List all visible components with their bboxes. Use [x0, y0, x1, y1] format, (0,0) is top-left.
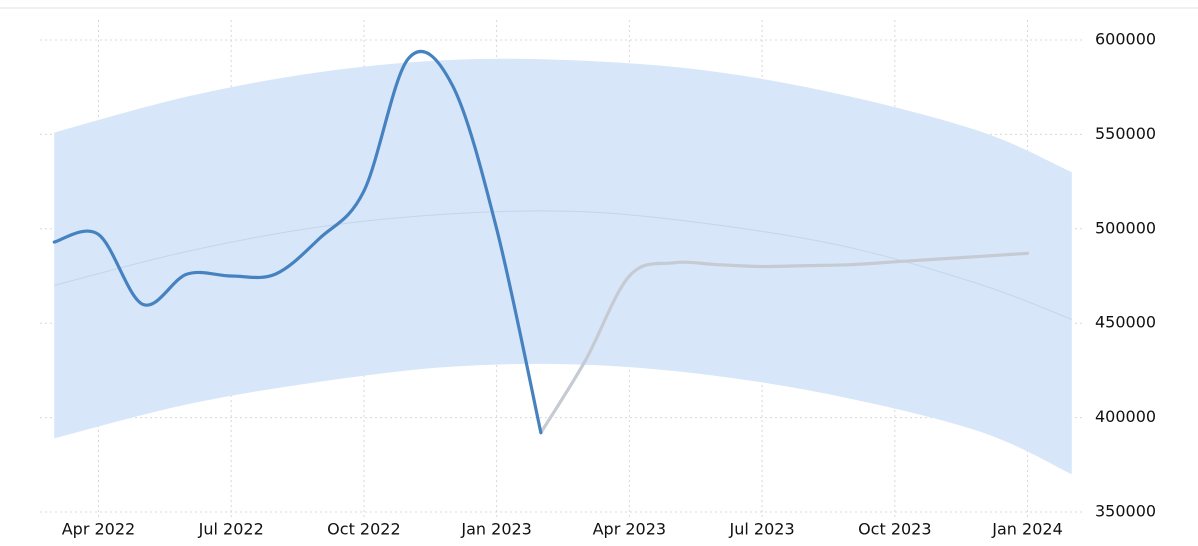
- series-line: [52, 50, 543, 435]
- y-tick-label: 350000: [1095, 502, 1156, 521]
- y-tick-label: 500000: [1095, 218, 1156, 237]
- x-tick-label: Apr 2023: [593, 520, 666, 539]
- x-tick-label: Oct 2023: [858, 520, 931, 539]
- y-tick-label: 400000: [1095, 407, 1156, 426]
- x-tick-label: Jan 2023: [460, 520, 531, 539]
- x-tick-label: Jul 2023: [729, 520, 795, 539]
- y-tick-label: 550000: [1095, 124, 1156, 143]
- y-tick-label: 600000: [1095, 30, 1156, 49]
- x-tick-label: Jul 2022: [198, 520, 264, 539]
- forecast-band: [54, 58, 1072, 475]
- x-tick-label: Apr 2022: [62, 520, 135, 539]
- band-middle-line: [54, 210, 1072, 320]
- x-tick-label: Oct 2022: [327, 520, 400, 539]
- series-line: [539, 251, 1030, 435]
- y-tick-label: 450000: [1095, 313, 1156, 332]
- x-tick-label: Jan 2024: [991, 520, 1062, 539]
